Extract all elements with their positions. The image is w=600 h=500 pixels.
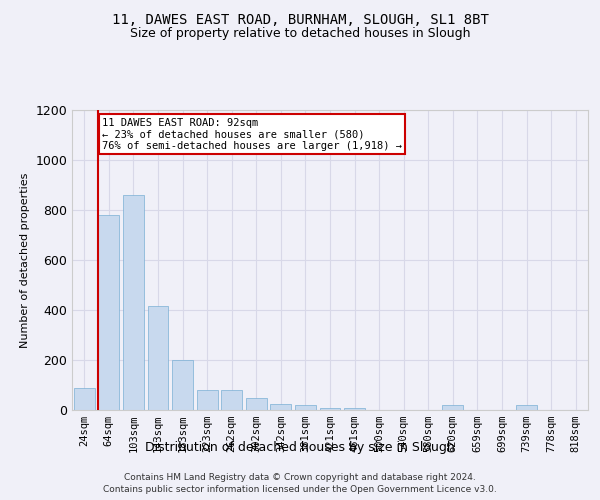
Bar	[516, 405, 537, 410]
Bar	[246, 398, 267, 410]
Text: Contains public sector information licensed under the Open Government Licence v3: Contains public sector information licen…	[103, 485, 497, 494]
Text: Size of property relative to detached houses in Slough: Size of property relative to detached ho…	[130, 28, 470, 40]
Text: 11, DAWES EAST ROAD, BURNHAM, SLOUGH, SL1 8BT: 11, DAWES EAST ROAD, BURNHAM, SLOUGH, SL…	[112, 12, 488, 26]
Bar	[98, 215, 119, 410]
Bar	[344, 408, 365, 410]
Bar	[172, 360, 193, 410]
Bar	[197, 390, 218, 410]
Text: Contains HM Land Registry data © Crown copyright and database right 2024.: Contains HM Land Registry data © Crown c…	[124, 472, 476, 482]
Bar	[442, 405, 463, 410]
Bar	[123, 195, 144, 410]
Text: Distribution of detached houses by size in Slough: Distribution of detached houses by size …	[145, 441, 455, 454]
Bar	[271, 404, 292, 410]
Bar	[221, 390, 242, 410]
Bar	[74, 388, 95, 410]
Bar	[148, 306, 169, 410]
Y-axis label: Number of detached properties: Number of detached properties	[20, 172, 30, 348]
Bar	[295, 405, 316, 410]
Text: 11 DAWES EAST ROAD: 92sqm
← 23% of detached houses are smaller (580)
76% of semi: 11 DAWES EAST ROAD: 92sqm ← 23% of detac…	[102, 118, 402, 150]
Bar	[320, 408, 340, 410]
